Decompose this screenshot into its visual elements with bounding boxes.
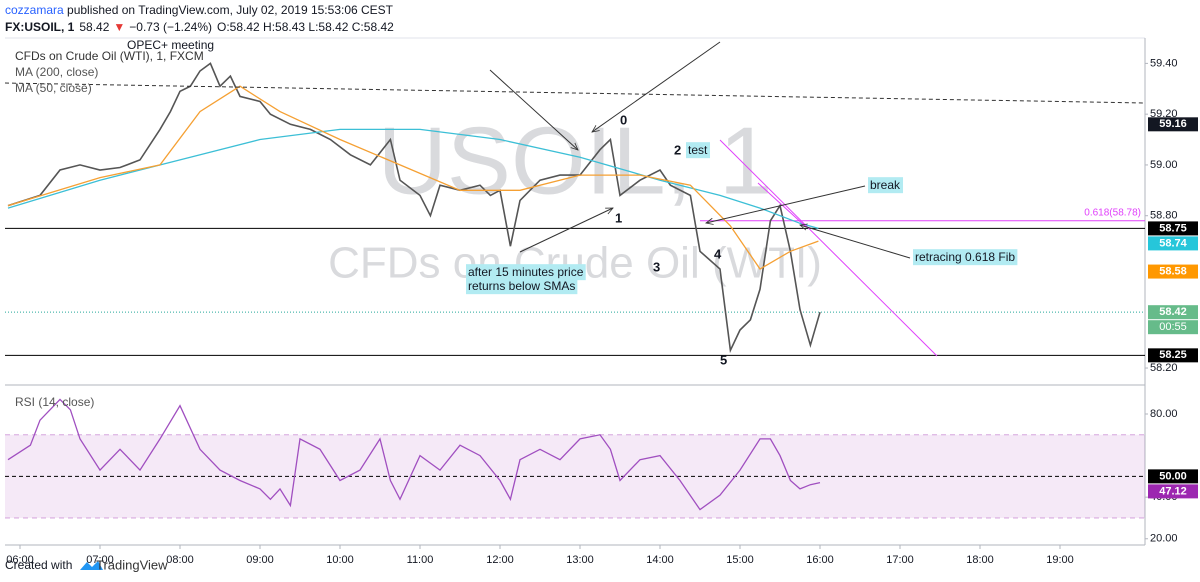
y-tick-label: 58.80 xyxy=(1150,210,1178,222)
y-tick-label: 59.20 xyxy=(1150,108,1178,120)
annotation: OPEC+ meeting xyxy=(127,38,214,52)
price-marker-label: 58.25 xyxy=(1159,349,1187,361)
price-marker-label: 58.74 xyxy=(1159,237,1187,249)
arrow: ▼ xyxy=(113,20,125,34)
price-marker-label: 59.16 xyxy=(1159,118,1187,130)
price-marker-label: 47.12 xyxy=(1159,485,1187,497)
x-tick-label: 08:00 xyxy=(166,554,194,566)
legend-ma50: MA (50, close) xyxy=(15,81,92,95)
countdown: 00:55 xyxy=(1159,321,1187,333)
watermark: USOIL, 1 xyxy=(378,107,773,214)
countdown-bg xyxy=(1148,320,1198,335)
annotation: 4 xyxy=(714,246,722,261)
annotation: break xyxy=(870,178,901,192)
change: −0.73 (−1.24%) xyxy=(129,20,212,34)
annotation: 1 xyxy=(615,210,622,225)
y-tick-label: 58.20 xyxy=(1150,362,1178,374)
fib-label: 0.618(58.78) xyxy=(1084,208,1141,219)
published: published on TradingView.com, July 02, 2… xyxy=(64,3,394,17)
symbol: FX:USOIL, 1 xyxy=(5,20,75,34)
x-tick-label: 17:00 xyxy=(886,554,914,566)
annotation-bg xyxy=(868,177,904,194)
annotation-bg xyxy=(466,264,586,281)
arrow xyxy=(592,41,721,132)
y-tick-label: 59.40 xyxy=(1150,57,1178,69)
series-line xyxy=(7,128,819,230)
legend-rsi: RSI (14, close) xyxy=(15,395,94,409)
annotation-bg xyxy=(686,142,711,159)
annotation: 5 xyxy=(720,352,727,367)
trend-line xyxy=(4,82,1146,104)
x-tick-label: 06:00 xyxy=(6,554,34,566)
annotation: test xyxy=(688,143,708,157)
x-tick-label: 13:00 xyxy=(566,554,594,566)
annotation: 0 xyxy=(620,112,627,127)
price-marker xyxy=(1148,469,1198,484)
author[interactable]: cozzamara xyxy=(5,3,64,17)
arrow xyxy=(489,69,578,150)
symbol-line: FX:USOIL, 1 58.42 ▼ −0.73 (−1.24%) O:58.42 H… xyxy=(5,20,394,34)
arrow xyxy=(800,225,911,259)
annotation: retracing 0.618 Fib xyxy=(915,250,1015,264)
annotation: after 15 minutes price xyxy=(468,265,584,279)
series-line xyxy=(7,62,821,354)
header-line: cozzamara published on TradingView.com, … xyxy=(5,3,394,17)
price-marker-label: 50.00 xyxy=(1159,470,1187,482)
ohlc: O:58.42 H:58.43 L:58.42 C:58.42 xyxy=(217,20,394,34)
price-marker xyxy=(1148,117,1198,132)
price-marker-label: 58.75 xyxy=(1159,222,1187,234)
x-tick-label: 12:00 xyxy=(486,554,514,566)
series-line xyxy=(7,398,821,511)
logo xyxy=(80,561,103,570)
fib-line xyxy=(757,182,806,227)
annotation: returns below SMAs xyxy=(468,279,575,293)
x-tick-label: 11:00 xyxy=(407,554,434,566)
annotation: 3 xyxy=(653,259,660,274)
x-tick-label: 14:00 xyxy=(646,554,674,566)
footer-text: Created with xyxy=(5,558,72,572)
legend-ma200: MA (200, close) xyxy=(15,65,98,79)
price-marker xyxy=(1148,484,1198,499)
x-tick-label: 19:00 xyxy=(1046,554,1074,566)
annotation-bg xyxy=(466,278,578,295)
x-tick-label: 07:00 xyxy=(86,554,114,566)
y-tick-label: 80.00 xyxy=(1150,408,1178,420)
price-marker xyxy=(1148,305,1198,320)
y-tick-label: 59.00 xyxy=(1150,159,1178,171)
last-price: 58.42 xyxy=(79,20,109,34)
fib-line xyxy=(719,139,938,357)
price-marker xyxy=(1148,264,1198,279)
x-tick-label: 18:00 xyxy=(966,554,994,566)
price-marker xyxy=(1148,221,1198,236)
arrow xyxy=(519,207,613,253)
x-tick-label: 09:00 xyxy=(246,554,274,566)
y-tick-label: 20.00 xyxy=(1150,533,1178,545)
annotation-bg xyxy=(913,249,1018,266)
footer-brand[interactable]: TradingView xyxy=(96,557,168,572)
annotation: 2 xyxy=(674,142,681,157)
price-marker xyxy=(1148,236,1198,251)
series-line xyxy=(7,85,819,270)
price-marker-label: 58.58 xyxy=(1159,265,1187,277)
x-tick-label: 16:00 xyxy=(806,554,834,566)
arrow xyxy=(706,185,866,223)
price-marker xyxy=(1148,348,1198,363)
plot-layer: 58.20 58.80 59.00 59.20 59.40 06:00 07:00 08:00… xyxy=(5,57,1198,566)
legend-main: CFDs on Crude Oil (WTI), 1, FXCM xyxy=(15,49,204,63)
x-tick-label: 10:00 xyxy=(326,554,354,566)
x-tick-label: 15:00 xyxy=(726,554,754,566)
price-marker-label: 58.42 xyxy=(1159,306,1187,318)
